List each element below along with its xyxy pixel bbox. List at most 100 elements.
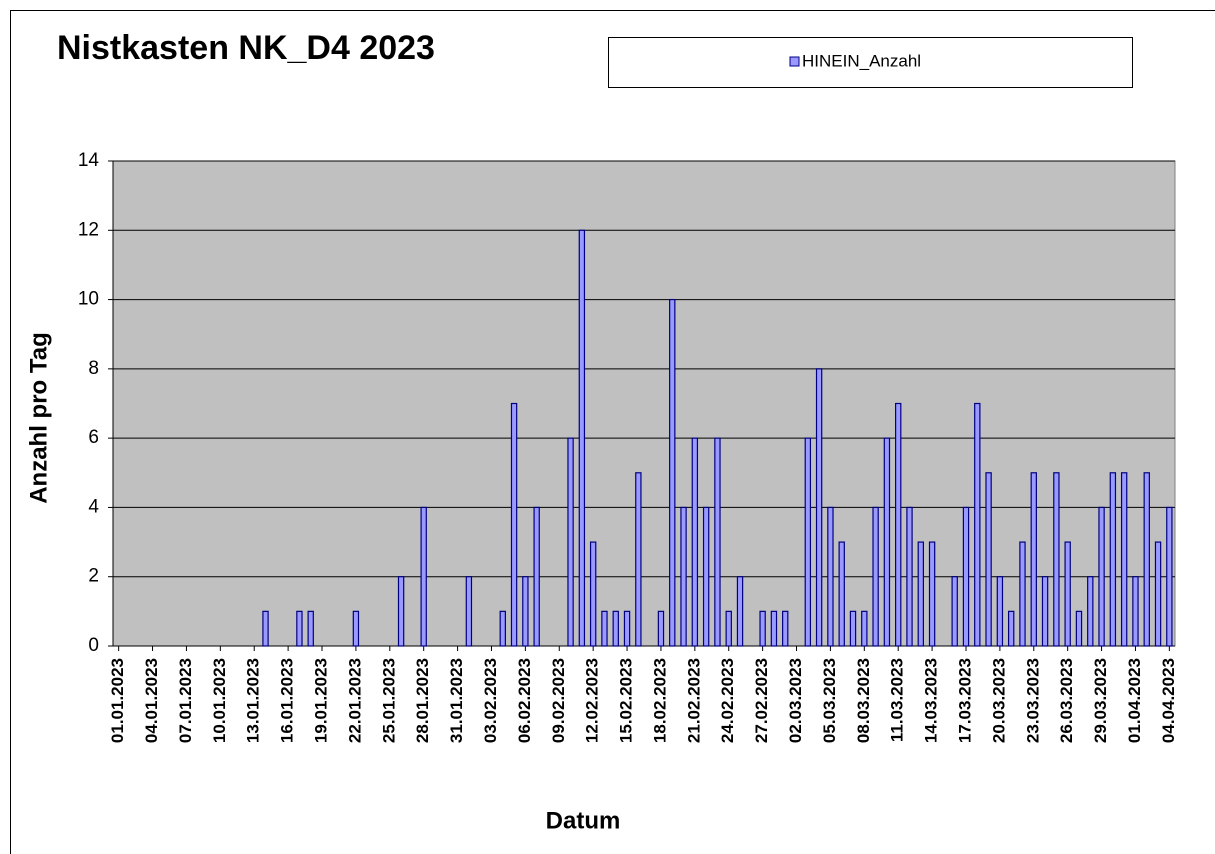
y-tick-label: 8 [88, 358, 99, 379]
x-tick-label: 10.01.2023 [210, 658, 229, 743]
x-tick-label: 13.01.2023 [244, 658, 263, 743]
bar [1098, 506, 1105, 647]
plot-area [112, 160, 1176, 647]
legend-swatch [789, 56, 800, 67]
x-tick-label: 25.01.2023 [379, 658, 398, 743]
bar [849, 610, 857, 647]
x-tick-label: 24.02.2023 [718, 658, 737, 743]
y-tick-label: 6 [88, 427, 99, 448]
bar [827, 506, 834, 647]
bar [996, 576, 1004, 647]
bar [1019, 541, 1026, 647]
bar [1120, 472, 1128, 647]
bar [906, 506, 913, 647]
x-tick-label: 17.03.2023 [955, 658, 974, 743]
x-tick-label: 27.02.2023 [752, 658, 771, 743]
y-axis-title: Anzahl pro Tag [25, 332, 52, 504]
x-tick-label: 16.01.2023 [278, 658, 297, 743]
y-tick-label: 14 [78, 150, 100, 171]
bar [657, 610, 665, 647]
bar [1109, 472, 1117, 647]
x-tick-label: 01.04.2023 [1125, 658, 1144, 743]
bar [1053, 472, 1060, 647]
bar [465, 576, 473, 647]
x-tick-label: 11.03.2023 [888, 658, 907, 742]
x-tick-label: 07.01.2023 [176, 658, 195, 743]
bar [770, 610, 778, 647]
bar [725, 610, 732, 647]
bar [601, 610, 608, 647]
x-tick-label: 22.01.2023 [345, 658, 364, 743]
x-tick-label: 29.03.2023 [1091, 658, 1110, 743]
x-tick-label: 21.02.2023 [684, 658, 703, 743]
bar [1143, 472, 1150, 647]
bar [872, 506, 879, 647]
bar [352, 610, 360, 647]
x-tick-label: 18.02.2023 [650, 658, 669, 743]
x-tick-label: 15.02.2023 [617, 658, 636, 743]
y-tick-label: 2 [88, 566, 99, 587]
bar [714, 437, 721, 647]
y-tick-label: 10 [78, 289, 99, 310]
x-tick-label: 12.02.2023 [583, 658, 602, 743]
y-tick-label: 0 [88, 635, 99, 656]
bar [838, 541, 845, 647]
x-tick-label: 08.03.2023 [854, 658, 873, 743]
x-tick-label: 23.03.2023 [1023, 658, 1042, 743]
bar [1064, 541, 1071, 647]
bar [917, 541, 924, 647]
bar [759, 610, 766, 647]
bar [691, 437, 699, 647]
bar [1030, 472, 1037, 647]
bar [1087, 576, 1094, 647]
bar [702, 506, 710, 647]
x-tick-label: 02.03.2023 [786, 658, 805, 743]
bar [669, 298, 676, 647]
bar [736, 576, 744, 647]
x-tick-label: 05.03.2023 [820, 658, 839, 743]
bar [883, 437, 891, 647]
bar [985, 472, 992, 647]
bar [974, 402, 981, 647]
chart-title: Nistkasten NK_D4 2023 [57, 29, 435, 67]
bar [861, 610, 868, 647]
legend-box [608, 37, 1133, 88]
x-tick-label: 28.01.2023 [413, 658, 432, 743]
bar [1166, 506, 1173, 647]
bar [522, 576, 529, 647]
bar [804, 437, 812, 647]
bar [1132, 576, 1139, 647]
bar [680, 506, 687, 647]
bar [635, 472, 642, 647]
bar [510, 402, 518, 647]
bar [397, 576, 405, 647]
bar [815, 368, 823, 647]
x-tick-label: 26.03.2023 [1057, 658, 1076, 743]
x-tick-label: 06.02.2023 [515, 658, 534, 743]
bar [262, 610, 269, 647]
bar [962, 506, 970, 647]
x-tick-label: 03.02.2023 [481, 658, 500, 743]
legend-label: HINEIN_Anzahl [802, 51, 921, 70]
bar [1041, 576, 1049, 647]
bar [499, 610, 506, 647]
bar [1075, 610, 1083, 647]
bar [782, 610, 789, 647]
x-tick-label: 04.01.2023 [142, 658, 161, 743]
bar [589, 541, 597, 647]
x-tick-label: 04.04.2023 [1159, 658, 1178, 743]
bar [420, 506, 427, 647]
bar [623, 610, 631, 647]
x-tick-label: 20.03.2023 [989, 658, 1008, 743]
x-tick-label: 14.03.2023 [922, 658, 941, 743]
x-tick-label: 01.01.2023 [108, 658, 127, 743]
y-tick-label: 12 [78, 219, 99, 240]
bar [307, 610, 314, 647]
x-tick-label: 31.01.2023 [447, 658, 466, 743]
bar [612, 610, 619, 647]
bar [533, 506, 540, 647]
x-tick-label: 09.02.2023 [549, 658, 568, 743]
bar [1007, 610, 1015, 647]
